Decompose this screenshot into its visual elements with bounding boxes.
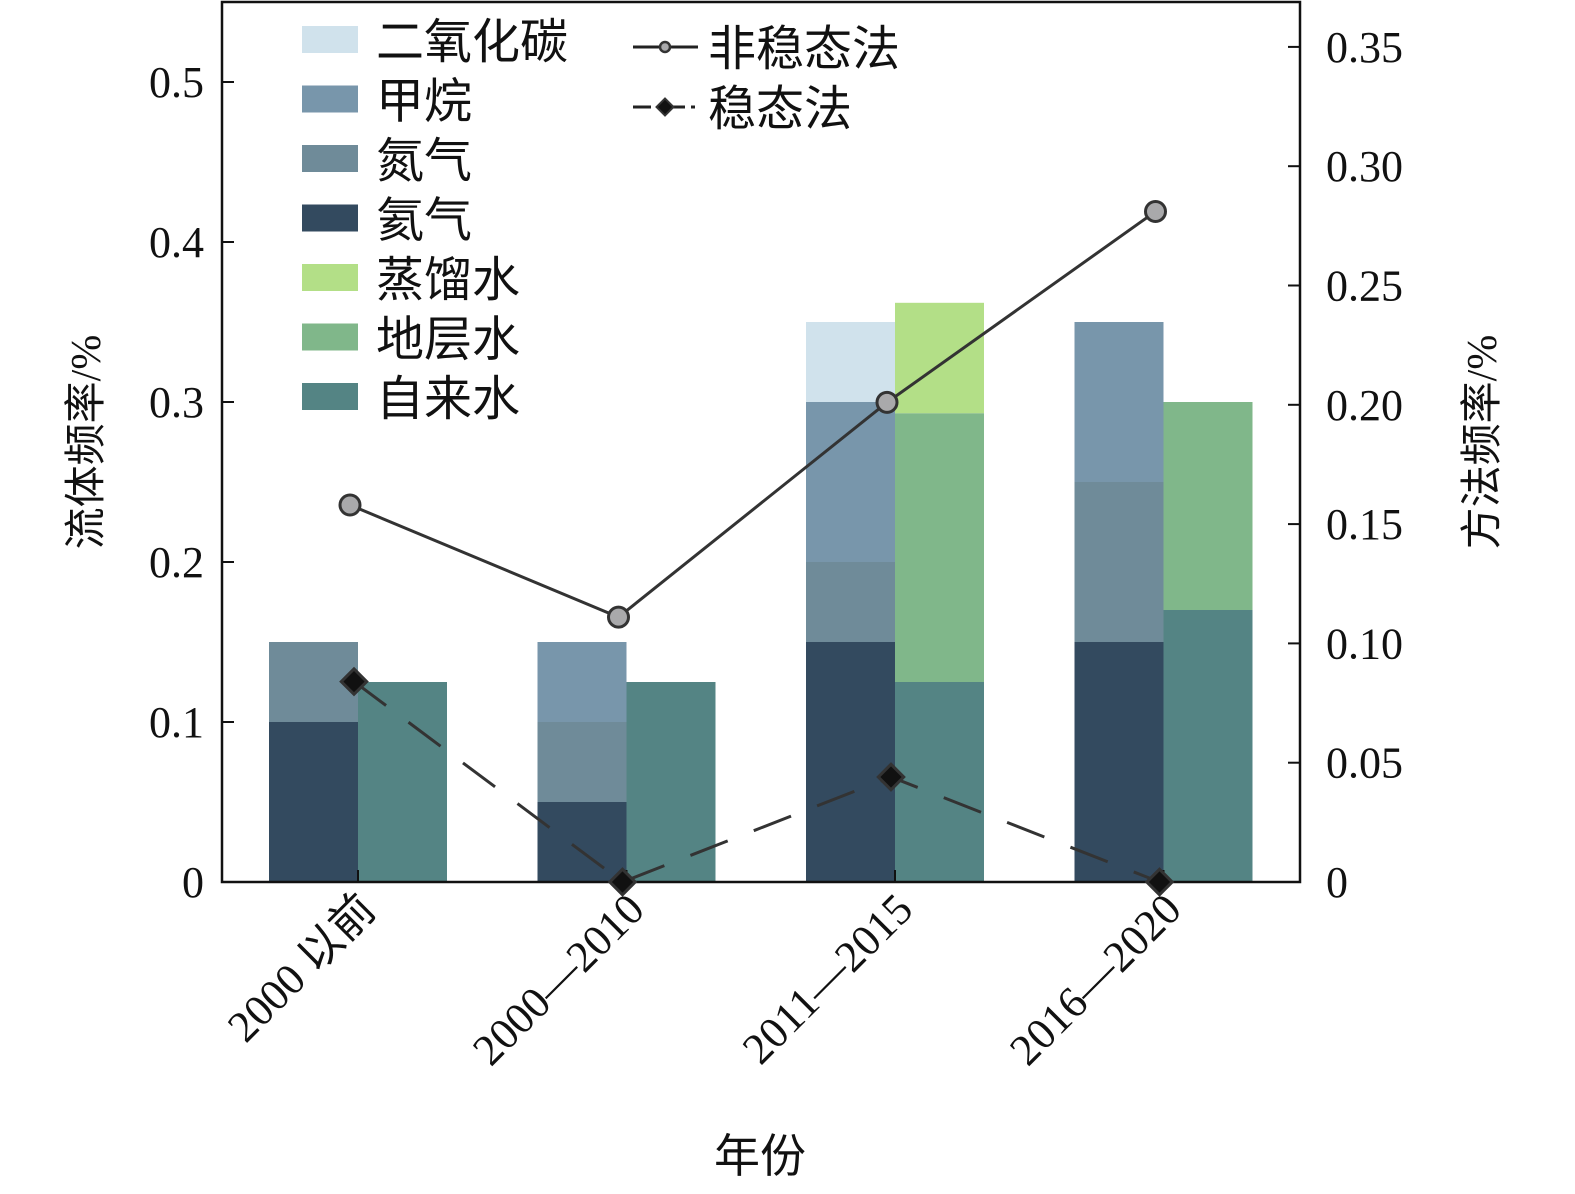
line-1: [353, 680, 1161, 884]
marker-circle-3: [1144, 200, 1167, 224]
marker-circle-1: [607, 605, 630, 629]
y2-tick-label: 0.15: [1326, 500, 1403, 549]
legend-label: 氮气: [376, 135, 472, 188]
legend-swatch-1: [302, 85, 358, 113]
line-0: [349, 210, 1157, 619]
bar-liquid-0-0: [358, 682, 447, 882]
y2-tick-label: 0.05: [1326, 739, 1403, 788]
bar-gas-2-1: [537, 642, 627, 722]
bar-liquid-0-2: [895, 682, 984, 882]
bar-liquid-0-1: [626, 682, 716, 882]
bar-liquid-1-2: [895, 413, 984, 682]
bar-liquid-1-3: [1163, 402, 1253, 610]
legend-label: 蒸馏水: [376, 254, 520, 307]
marker-circle-0: [338, 493, 362, 517]
legend-marker-circle: [658, 40, 672, 54]
legend-swatch-2: [302, 145, 358, 172]
bar-gas-0-3: [1074, 642, 1164, 882]
legend-label: 非稳态法: [708, 23, 900, 76]
y2-axis-label: 方法频率/%: [1459, 335, 1506, 550]
legend-label: 稳态法: [708, 83, 852, 136]
bar-gas-0-1: [537, 802, 627, 882]
bar-gas-1-1: [537, 722, 627, 802]
bar-gas-0-0: [269, 722, 358, 882]
y2-tick-label: 0.35: [1326, 23, 1403, 72]
bar-gas-0-2: [806, 642, 895, 882]
marker-diamond-2: [876, 762, 906, 792]
marker-diamond-0: [339, 666, 369, 697]
y2-tick-label: 0.25: [1326, 262, 1403, 311]
marker-diamond-1: [607, 867, 638, 897]
bar-gas-3-2: [806, 322, 895, 402]
x-tick-label: 2000 以前: [218, 884, 385, 1051]
bar-gas-1-3: [1074, 482, 1164, 642]
y2-tick-label: 0.10: [1326, 619, 1403, 668]
bar-gas-2-3: [1074, 322, 1164, 482]
legend-swatch-0: [302, 26, 358, 53]
x-tick-label: 2016—2020: [1000, 884, 1190, 1074]
x-axis-label: 年份: [714, 1131, 806, 1182]
y2-tick-label: 0.20: [1326, 381, 1403, 430]
marker-circle-2: [875, 390, 899, 414]
y-tick-label: 0.4: [149, 218, 204, 267]
legend-label: 自来水: [376, 373, 520, 426]
legend-swatch-6: [302, 383, 358, 410]
y2-tick-label: 0: [1326, 858, 1348, 907]
x-tick-label: 2000—2010: [463, 884, 653, 1074]
legend-label: 氦气: [376, 195, 472, 248]
legend-swatch-3: [302, 204, 358, 232]
y-tick-label: 0: [182, 858, 204, 907]
bar-liquid-2-2: [895, 302, 984, 414]
y-tick-label: 0.3: [149, 378, 204, 427]
bar-gas-2-2: [806, 402, 895, 562]
y2-tick-label: 0.30: [1326, 142, 1403, 191]
legend-label: 二氧化碳: [376, 16, 568, 69]
legend-label: 甲烷: [376, 76, 472, 129]
legend-marker-diamond: [655, 97, 675, 117]
legend-swatch-4: [302, 264, 358, 291]
y-tick-label: 0.5: [149, 58, 204, 107]
legend-label: 地层水: [376, 314, 520, 367]
bar-gas-1-2: [806, 562, 895, 642]
y-tick-label: 0.2: [149, 538, 204, 587]
legend-swatch-5: [302, 323, 358, 351]
bar-liquid-0-3: [1163, 610, 1253, 882]
y-axis-label: 流体频率/%: [63, 335, 110, 550]
y-tick-label: 0.1: [149, 698, 204, 747]
x-tick-label: 2011—2015: [733, 884, 922, 1073]
plot-frame: [220, 0, 1302, 884]
marker-diamond-3: [1144, 867, 1175, 897]
